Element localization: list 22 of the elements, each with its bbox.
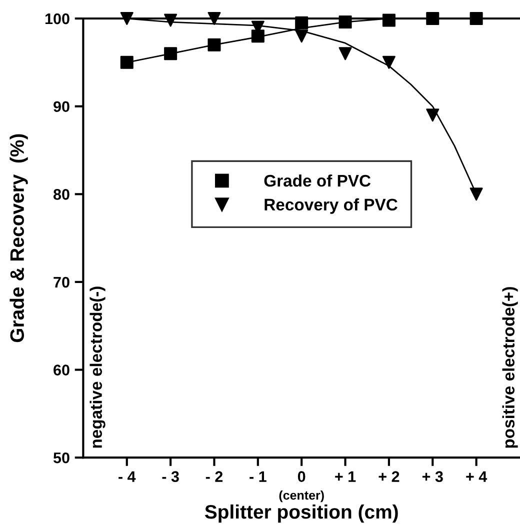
- y-tick-label: 50: [53, 452, 70, 464]
- x-axis-title: Splitter position (cm): [204, 504, 398, 523]
- legend-label: Grade of PVC: [264, 174, 371, 187]
- x-tick-label: + 1: [335, 471, 356, 482]
- annotation: negative electrode(-): [90, 286, 106, 448]
- x-tick-label: + 2: [378, 471, 400, 482]
- legend-label: Recovery of PVC: [264, 198, 398, 214]
- y-tick-label: 60: [54, 364, 70, 376]
- x-tick-label: - 2: [206, 471, 223, 482]
- y-tick-label: 100: [45, 13, 70, 24]
- annotation: positive electrode(+): [502, 287, 518, 448]
- x-tick-label: + 4: [466, 471, 488, 482]
- x-tick-label: - 4: [118, 471, 136, 482]
- x-tick-label: - 1: [250, 471, 266, 482]
- x-tick-label: + 3: [422, 471, 443, 482]
- y-tick-label: 90: [54, 101, 70, 112]
- y-tick-label: 70: [54, 276, 70, 288]
- y-axis-title: Grade & Recovery (%): [10, 134, 28, 342]
- y-tick-label: 80: [54, 189, 70, 200]
- x-tick-label: 0: [298, 471, 306, 482]
- x-tick-label: - 3: [162, 471, 179, 482]
- text: (center): [279, 490, 324, 502]
